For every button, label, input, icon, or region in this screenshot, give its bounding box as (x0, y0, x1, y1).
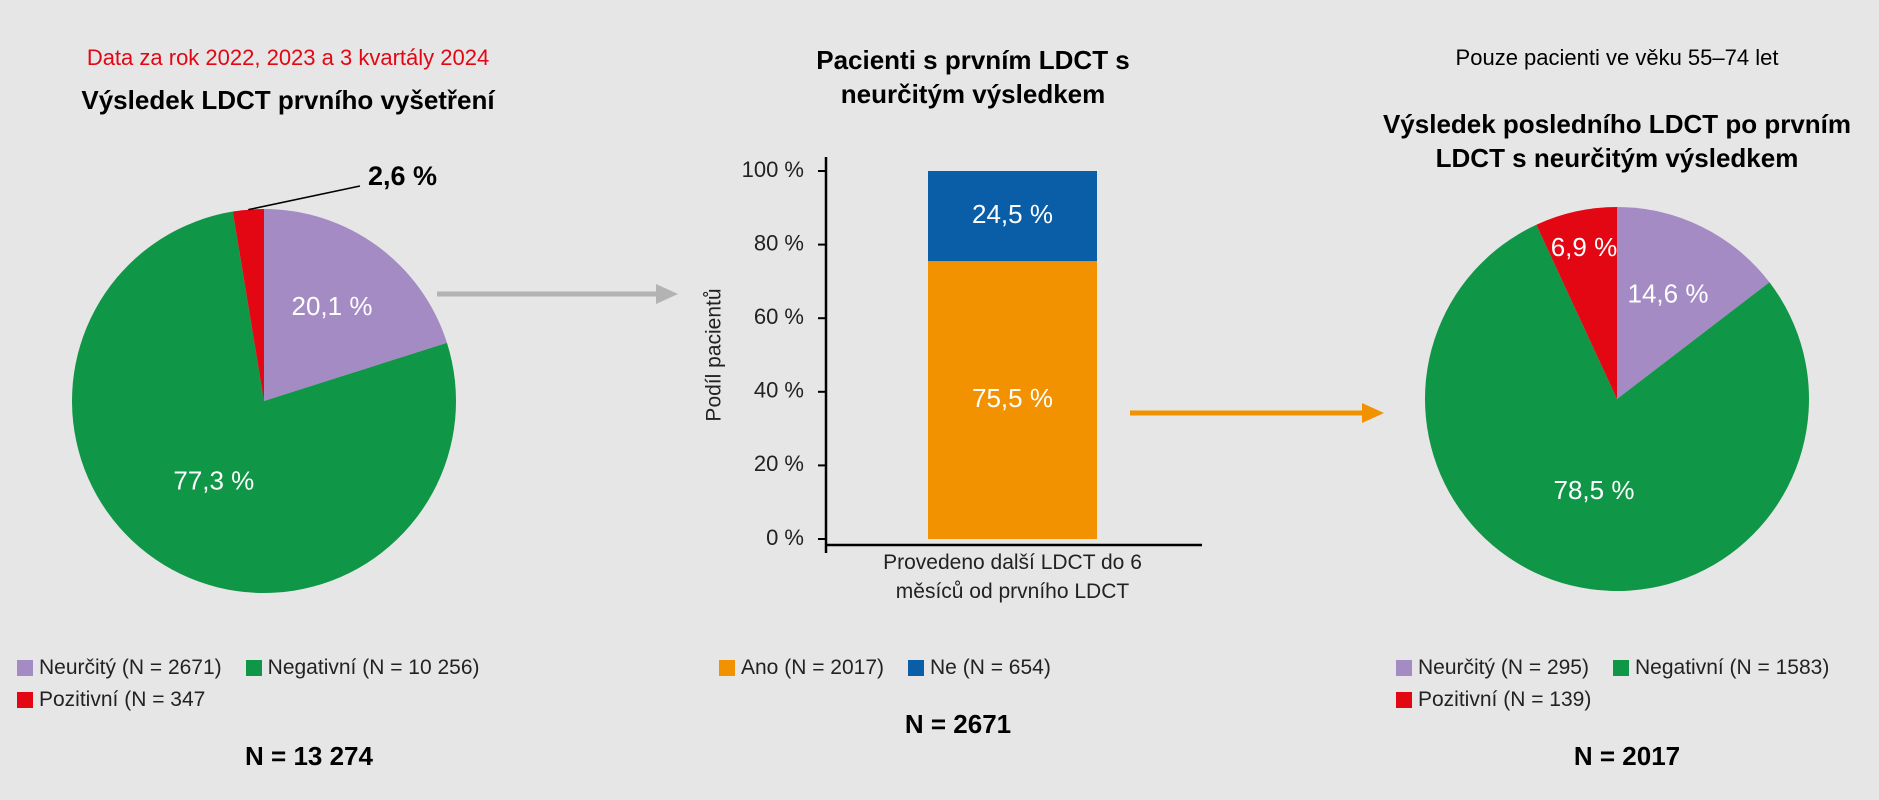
legend-swatch (17, 692, 33, 708)
legend-label: Ano (N = 2017) (741, 656, 885, 679)
legend-swatch (1612, 660, 1629, 676)
chart-footer: N = 2017 (1573, 741, 1681, 771)
legend-swatch (719, 660, 735, 676)
chart-footer: N = 2671 (904, 709, 1012, 739)
chart-title: Pacienti s prvním LDCT s neurčitým výsle… (816, 45, 1130, 109)
pie-slice (1425, 224, 1810, 591)
pie-slice (1617, 207, 1770, 399)
chart-subtitle: Data za rok 2022, 2023 a 3 kvartály 2024 (86, 45, 490, 70)
y-tick-label: 0 % (766, 525, 804, 550)
legend: Ano (N = 2017) Ne (N = 654) (719, 656, 1119, 680)
legend-item: Pozitivní (N = 347 (17, 688, 205, 712)
legend-item: Negativní (N = 10 256) (245, 656, 480, 680)
legend-item: Ne (N = 654) (908, 656, 1051, 680)
chart-subtitle: Pouze pacienti ve věku 55–74 let (1455, 45, 1779, 70)
arrows (437, 284, 1384, 423)
legend-swatch (17, 660, 33, 676)
data-label: 14,6 % (1628, 279, 1709, 309)
pie-slice (72, 211, 457, 593)
y-tick-label: 20 % (754, 451, 804, 476)
legend-item: Neurčitý (N = 2671) (17, 656, 222, 680)
legend-swatch (245, 660, 262, 676)
data-label: 6,9 % (1551, 232, 1618, 262)
arrow-head (1362, 403, 1384, 423)
legend-label: Pozitivní (N = 347 (39, 688, 206, 711)
y-tick-label: 100 % (742, 157, 804, 182)
bar-segment (928, 171, 1097, 262)
legend-label: Negativní (N = 10 256) (267, 656, 480, 679)
legend-swatch (1396, 692, 1412, 708)
legend: Neurčitý (N = 2671) Negativní (N = 10 256… (17, 656, 577, 712)
legend-label: Negativní (N = 1583) (1634, 656, 1830, 679)
x-category-label: Provedeno další LDCT do 6 měsíců od prvn… (883, 551, 1142, 604)
legend-swatch (1396, 660, 1412, 676)
y-tick-label: 40 % (754, 378, 804, 403)
data-label: 78,5 % (1554, 475, 1635, 505)
legend-item: Ano (N = 2017) (719, 656, 884, 680)
arrow-head (656, 284, 678, 304)
data-label: 77,3 % (173, 466, 254, 496)
data-label: 75,5 % (972, 383, 1053, 413)
chart-footer: N = 13 274 (245, 741, 373, 771)
legend-label: Ne (N = 654) (930, 656, 1051, 679)
chart-title: Výsledek LDCT prvního vyšetření (81, 85, 495, 115)
leader-line (248, 185, 361, 211)
legend-item: Neurčitý (N = 295) (1396, 656, 1589, 680)
data-label: 20,1 % (292, 291, 373, 321)
legend-label: Pozitivní (N = 139) (1418, 688, 1592, 711)
data-label: 2,6 % (368, 161, 437, 191)
legend-swatch (908, 660, 925, 676)
legend-item: Negativní (N = 1583) (1612, 656, 1830, 680)
legend: Neurčitý (N = 295) Negativní (N = 1583) Po… (1396, 656, 1866, 712)
legend-item: Pozitivní (N = 139) (1396, 688, 1591, 712)
pie-slice (232, 209, 264, 401)
pie-slice (264, 209, 447, 401)
bar-segment (928, 261, 1097, 539)
y-tick-label: 60 % (754, 304, 804, 329)
legend-label: Neurčitý (N = 2671) (39, 656, 222, 679)
data-label: 24,5 % (972, 199, 1053, 229)
y-axis-label: Podíl pacientů (703, 288, 726, 421)
y-tick-label: 80 % (754, 230, 804, 255)
pie-slice (1536, 207, 1617, 399)
legend-label: Neurčitý (N = 295) (1418, 656, 1589, 679)
chart-title: Výsledek posledního LDCT po prvním LDCT … (1382, 109, 1852, 173)
